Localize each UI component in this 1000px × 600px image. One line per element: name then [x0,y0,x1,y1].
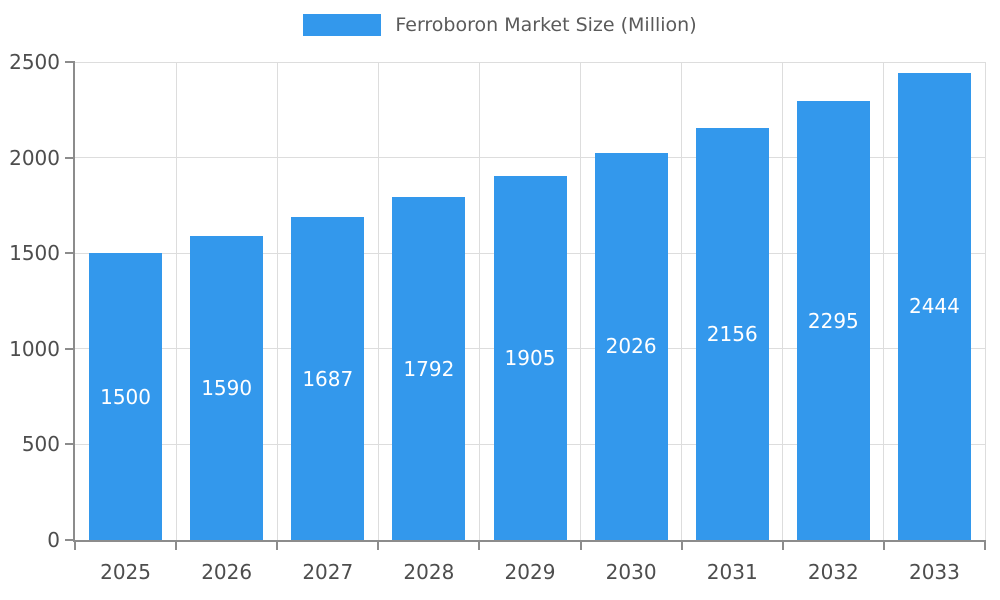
gridline-vertical [782,62,784,540]
x-axis-tick [781,540,784,550]
bar-value-label: 1792 [403,356,455,381]
bar-2029[interactable]: 1905 [493,175,567,540]
y-axis-tick [65,347,75,350]
gridline-vertical [984,62,986,540]
bar-2030[interactable]: 2026 [594,152,668,540]
x-tick-label: 2031 [706,560,758,584]
bar-value-label: 1500 [100,384,151,409]
bar-2031[interactable]: 2156 [695,127,769,540]
bar-2032[interactable]: 2295 [796,101,870,540]
gridline-horizontal [75,61,985,63]
legend-swatch-icon [303,14,382,36]
bar-value-label: 1590 [201,376,253,400]
x-tick-label: 2033 [908,560,960,584]
y-axis-tick [65,156,75,159]
x-axis-tick [276,540,279,550]
y-axis-tick [65,443,75,446]
gridline-vertical [276,62,278,540]
x-axis-tick [984,540,986,550]
bar-value-label: 1687 [302,366,354,391]
bar-value-label: 2026 [605,334,657,359]
x-axis-tick [478,540,481,550]
y-axis-tick [65,61,75,63]
y-axis-labels: 0 500 1000 1500 2000 2500 [0,50,60,552]
y-tick-label: 2000 [9,145,60,170]
x-tick-label: 2027 [302,560,354,584]
y-axis-tick [65,539,75,541]
x-tick-label: 2025 [100,560,151,584]
gridline-horizontal [75,157,985,159]
bar-value-label: 2295 [807,308,859,333]
bar-2027[interactable]: 1687 [291,217,365,540]
y-tick-label: 1000 [9,336,60,361]
x-tick-label: 2029 [504,560,556,584]
bar-value-label: 1905 [504,345,556,370]
bar-value-label: 2444 [908,294,960,319]
x-axis-tick [74,540,76,550]
bar-value-label: 2156 [706,321,758,346]
y-axis-line [73,62,75,542]
x-axis-tick [377,540,380,550]
y-tick-label: 500 [21,432,60,457]
x-tick-label: 2030 [605,560,657,584]
x-axis-tick [680,540,683,550]
x-tick-label: 2032 [807,560,859,584]
gridline-vertical [883,62,885,540]
gridline-vertical [377,62,379,540]
bar-2028[interactable]: 1792 [392,197,466,540]
y-tick-label: 0 [47,528,60,552]
gridline-vertical [580,62,582,540]
x-axis-tick [175,540,178,550]
bar-2025[interactable]: 1500 [89,253,163,540]
x-axis-labels: 2025 2026 2027 2028 2029 2030 2031 2032 2033 [75,552,985,588]
x-axis-tick [579,540,582,550]
y-axis-tick [65,252,75,255]
x-axis-tick [882,540,885,550]
gridline-vertical [478,62,480,540]
x-tick-label: 2028 [403,560,455,584]
legend-label: Ferroboron Market Size (Million) [395,14,697,36]
bar-2033[interactable]: 2444 [897,72,971,540]
gridline-vertical [681,62,683,540]
y-tick-label: 1500 [9,241,60,266]
y-tick-label: 2500 [9,50,60,74]
bar-2026[interactable]: 1590 [190,236,264,540]
plot-area: 1500 1590 1687 1792 1905 2026 2156 2295 2444 [65,61,986,550]
gridline-vertical [175,62,177,540]
x-axis-line [73,540,985,542]
legend[interactable]: Ferroboron Market Size (Million) [0,14,1000,36]
x-tick-label: 2026 [201,560,253,584]
